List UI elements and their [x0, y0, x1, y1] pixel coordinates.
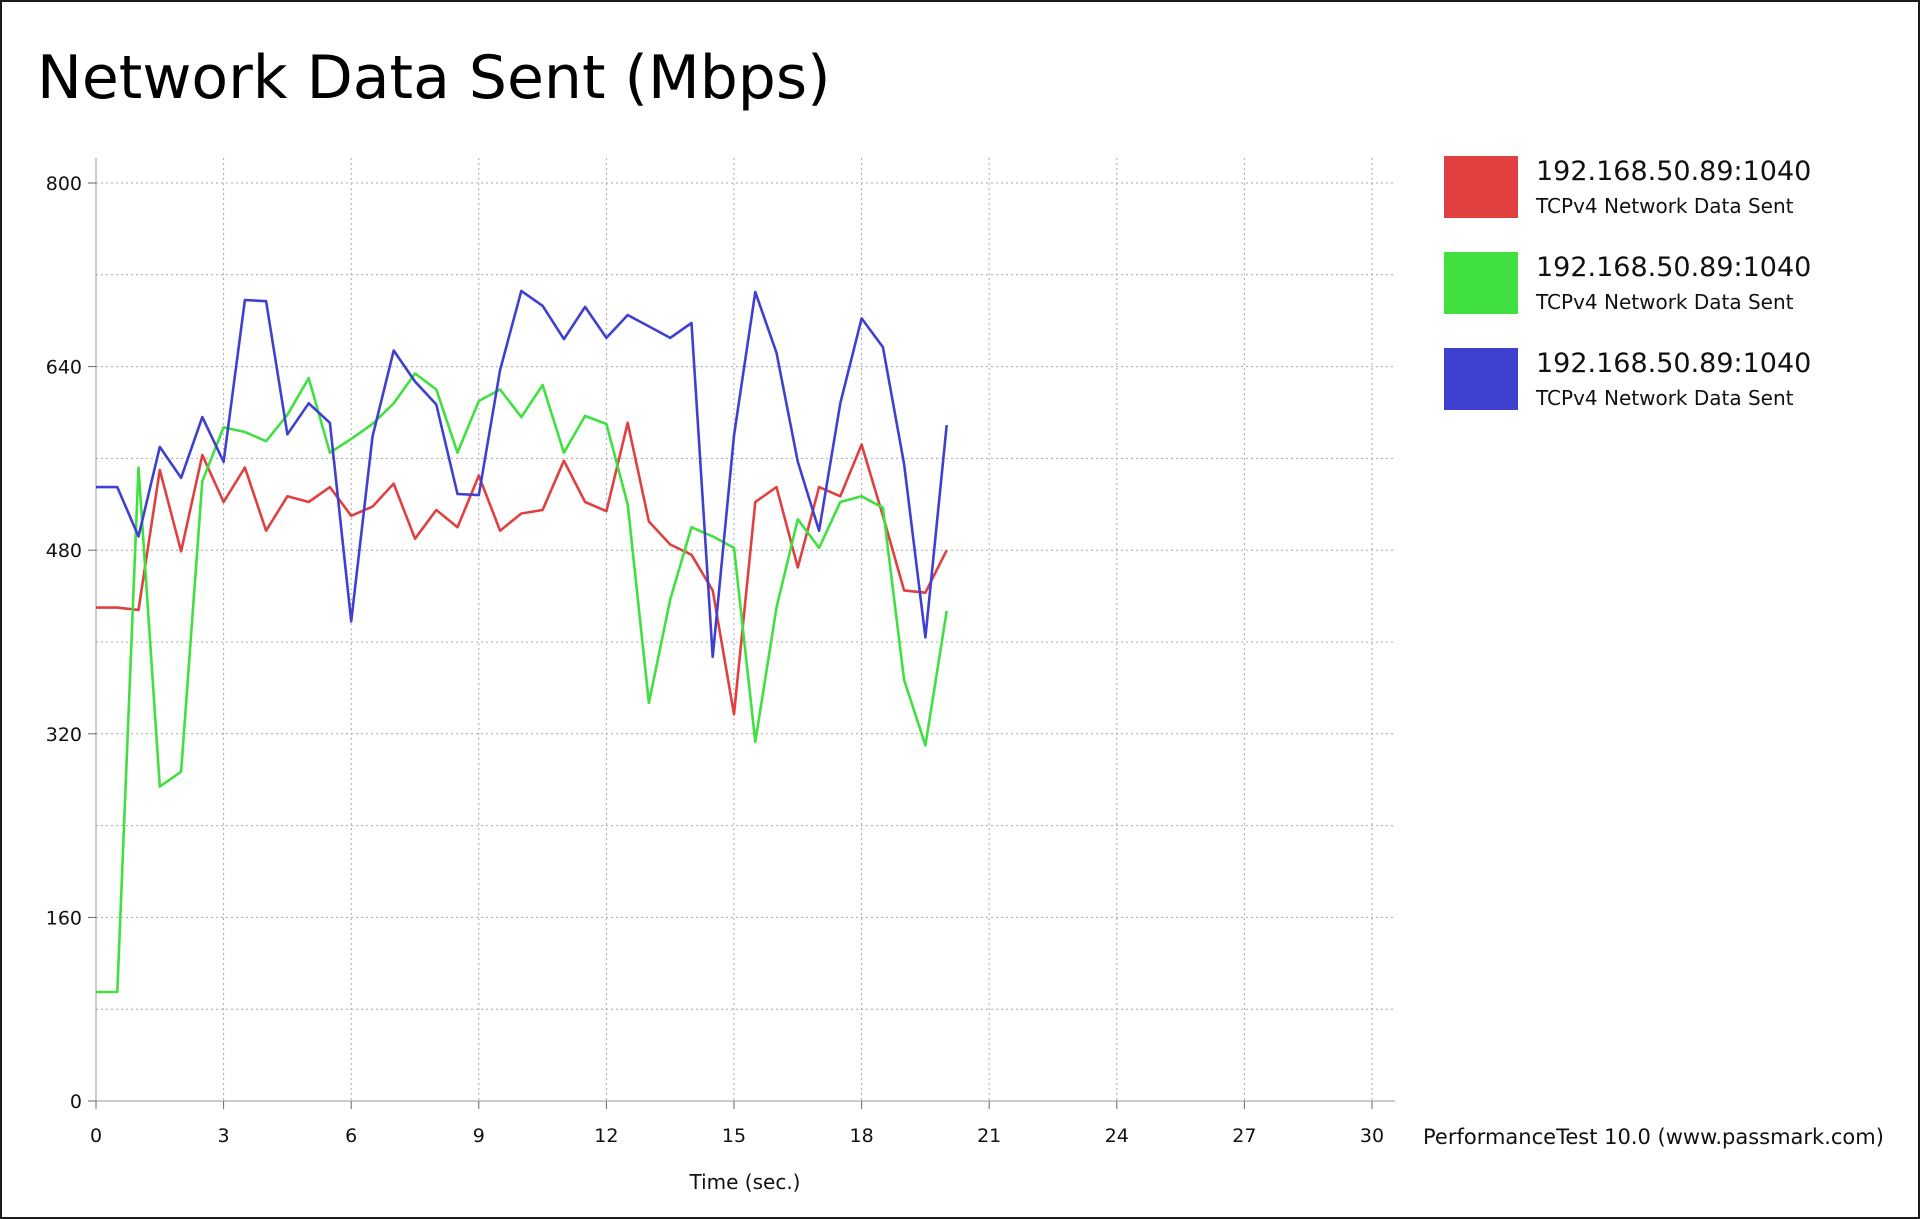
x-tick-label: 30 — [1360, 1125, 1384, 1147]
axes: 0 160 320 480 640 800 0 3 6 9 12 15 18 21 24 27 30 — [46, 158, 1395, 1147]
footer-credit: PerformanceTest 10.0 (www.passmark.com) — [1423, 1125, 1884, 1149]
legend: 192.168.50.89:1040 TCPv4 Network Data Se… — [1444, 156, 1884, 444]
legend-desc-series-3: TCPv4 Network Data Sent — [1536, 386, 1794, 410]
x-tick-label: 9 — [473, 1125, 485, 1147]
legend-entry-series-2: 192.168.50.89:1040 TCPv4 Network Data Se… — [1444, 252, 1884, 314]
x-tick-label: 6 — [345, 1125, 357, 1147]
x-axis-label: Time (sec.) — [689, 1170, 801, 1194]
x-tick-label: 15 — [722, 1125, 746, 1147]
chart-title: Network Data Sent (Mbps) — [37, 43, 831, 113]
legend-swatch-series-1 — [1444, 156, 1518, 218]
y-tick-label: 320 — [46, 724, 82, 746]
y-tick-label: 160 — [46, 907, 82, 929]
series-line-1 — [96, 421, 948, 716]
legend-entry-series-1: 192.168.50.89:1040 TCPv4 Network Data Se… — [1444, 156, 1884, 218]
x-tick-label: 12 — [594, 1125, 618, 1147]
x-tick-label: 24 — [1105, 1125, 1129, 1147]
x-tick-label: 0 — [90, 1125, 102, 1147]
series-line-3 — [96, 289, 948, 659]
legend-swatch-series-3 — [1444, 348, 1518, 410]
y-tick-label: 640 — [46, 357, 82, 379]
series — [96, 289, 948, 994]
grid — [95, 158, 1395, 1101]
x-tick-label: 21 — [977, 1125, 1001, 1147]
x-tick-label: 3 — [218, 1125, 230, 1147]
legend-name-series-2: 192.168.50.89:1040 — [1536, 252, 1812, 283]
legend-swatch-series-2 — [1444, 252, 1518, 314]
legend-entry-series-3: 192.168.50.89:1040 TCPv4 Network Data Se… — [1444, 348, 1884, 410]
legend-desc-series-2: TCPv4 Network Data Sent — [1536, 290, 1794, 314]
y-tick-label: 800 — [46, 173, 82, 195]
x-tick-label: 18 — [850, 1125, 874, 1147]
legend-name-series-3: 192.168.50.89:1040 — [1536, 348, 1812, 379]
y-tick-label: 480 — [46, 540, 82, 562]
series-line-2 — [96, 372, 948, 994]
axis-labels: Time (sec.) — [689, 1170, 801, 1194]
y-tick-label: 0 — [70, 1091, 82, 1113]
x-tick-label: 27 — [1232, 1125, 1256, 1147]
legend-name-series-1: 192.168.50.89:1040 — [1536, 156, 1812, 187]
legend-desc-series-1: TCPv4 Network Data Sent — [1536, 194, 1794, 218]
